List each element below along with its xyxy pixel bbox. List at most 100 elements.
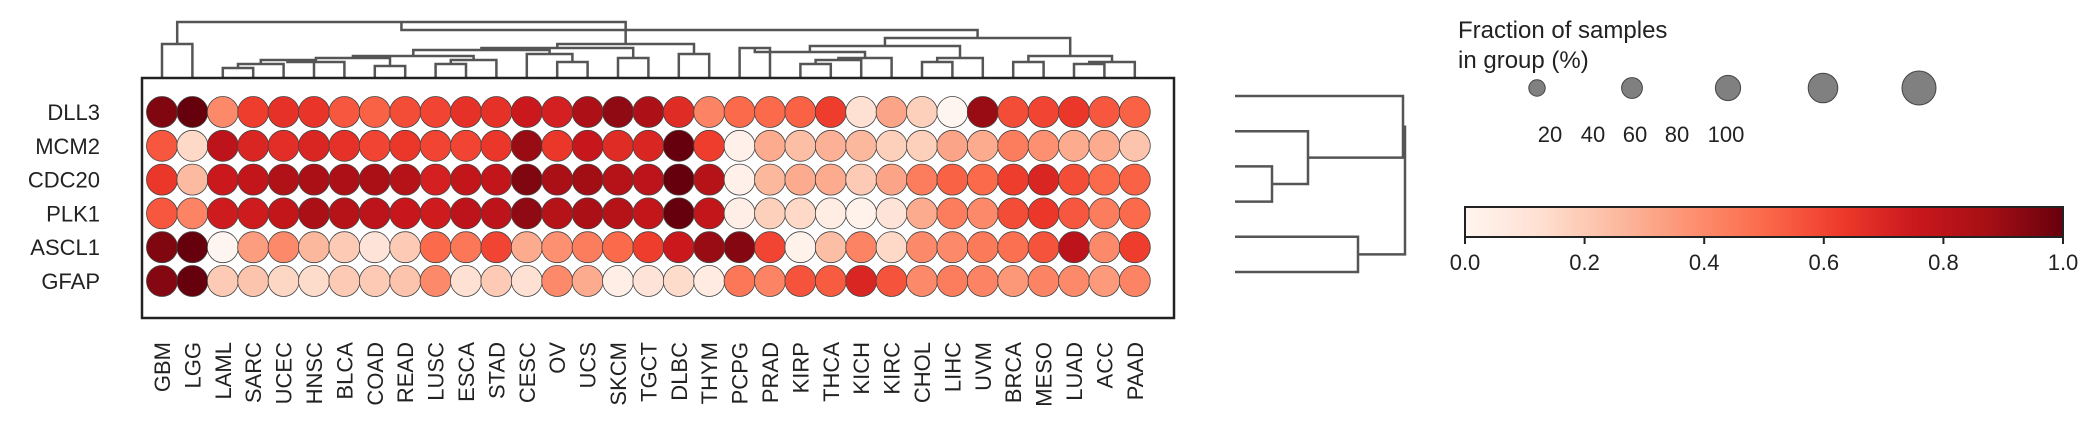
dot-gfap-ucs bbox=[571, 265, 604, 297]
dot-gfap-kich bbox=[845, 265, 878, 297]
dot-mcm2-stad bbox=[480, 129, 513, 162]
dot-mcm2-read bbox=[389, 129, 422, 162]
cancer-label-ucec: UCEC bbox=[272, 342, 297, 404]
dot-cdc20-lgg bbox=[176, 163, 209, 196]
dot-ascl1-kich bbox=[845, 231, 878, 264]
dot-plk1-tgct bbox=[632, 197, 665, 230]
dot-dll3-laml bbox=[206, 96, 239, 128]
cancer-label-laml: LAML bbox=[211, 342, 236, 399]
size-legend-dot-40 bbox=[1621, 77, 1643, 99]
dot-dll3-prad bbox=[754, 96, 786, 128]
dot-mcm2-chol bbox=[906, 129, 938, 162]
dot-dll3-gbm bbox=[146, 96, 178, 128]
colorbar-gradient bbox=[1464, 206, 2064, 238]
dot-dll3-esca bbox=[450, 96, 482, 128]
dot-ascl1-paad bbox=[1118, 231, 1151, 264]
dot-plk1-thca bbox=[814, 197, 847, 230]
gene-label-gfap: GFAP bbox=[41, 269, 100, 294]
dot-gfap-paad bbox=[1118, 265, 1151, 297]
cancer-type-labels: GBM LGG LAML SARC UCEC HNSC BLCA COAD READ LUSC ES… bbox=[150, 342, 1148, 407]
size-legend-dot-80 bbox=[1807, 72, 1839, 104]
dot-gfap-cesc bbox=[510, 265, 543, 297]
gene-label-dll3: DLL3 bbox=[47, 100, 100, 125]
dot-dll3-luad bbox=[1058, 96, 1090, 128]
column-dendrogram-link bbox=[677, 52, 711, 78]
dot-dll3-uvm bbox=[966, 96, 999, 128]
cancer-label-meso: MESO bbox=[1032, 342, 1057, 407]
dot-plk1-gbm bbox=[146, 197, 178, 230]
column-dendrogram-link bbox=[449, 58, 498, 78]
dot-gfap-acc bbox=[1088, 265, 1121, 297]
dot-cdc20-thca bbox=[814, 163, 847, 196]
dot-gfap-dlbc bbox=[662, 265, 695, 297]
dot-dll3-ucs bbox=[571, 96, 604, 128]
dot-mcm2-prad bbox=[754, 129, 786, 162]
dot-plk1-skcm bbox=[602, 197, 634, 230]
dot-gfap-coad bbox=[358, 265, 391, 297]
dot-ascl1-chol bbox=[906, 231, 938, 264]
dot-dll3-thym bbox=[693, 96, 726, 128]
dot-ascl1-dlbc bbox=[662, 231, 695, 264]
dot-gfap-brca bbox=[997, 265, 1030, 297]
dot-plk1-esca bbox=[450, 197, 482, 230]
dot-gfap-sarc bbox=[237, 265, 270, 297]
cancer-label-kirc: KIRC bbox=[880, 342, 905, 395]
column-dendrogram-link bbox=[286, 60, 346, 78]
dot-dll3-read bbox=[389, 96, 422, 128]
size-legend-label-20: 20 bbox=[1538, 122, 1562, 147]
cancer-label-uvm: UVM bbox=[971, 342, 996, 391]
dot-plk1-kirc bbox=[875, 197, 908, 230]
cancer-label-lihc: LIHC bbox=[940, 342, 965, 392]
dot-gfap-blca bbox=[328, 265, 361, 297]
column-dendrogram-link bbox=[920, 60, 954, 78]
dot-ascl1-thca bbox=[814, 231, 847, 264]
dot-gfap-meso bbox=[1027, 265, 1060, 297]
cancer-label-hnsc: HNSC bbox=[302, 342, 327, 404]
dot-ascl1-skcm bbox=[602, 231, 634, 264]
cancer-label-lgg: LGG bbox=[180, 342, 205, 388]
size-legend-label-100: 100 bbox=[1708, 122, 1745, 147]
dot-cdc20-dlbc bbox=[662, 163, 695, 196]
size-legend-label-80: 80 bbox=[1665, 122, 1689, 147]
dot-cdc20-esca bbox=[450, 163, 482, 196]
dot-plk1-luad bbox=[1058, 197, 1090, 230]
dot-dll3-lihc bbox=[936, 96, 969, 128]
dot-plk1-uvm bbox=[966, 197, 999, 230]
dot-plk1-lihc bbox=[936, 197, 969, 230]
cancer-label-dlbc: DLBC bbox=[667, 342, 692, 401]
dot-gfap-ov bbox=[541, 265, 574, 297]
colorbar-tick-label-0.0: 0.0 bbox=[1450, 250, 1481, 275]
dot-ascl1-kirp bbox=[784, 231, 817, 264]
dot-ascl1-pcpg bbox=[723, 231, 756, 264]
dot-gfap-kirp bbox=[784, 265, 817, 297]
column-dendrogram-link bbox=[814, 58, 863, 78]
dot-cdc20-uvm bbox=[966, 163, 999, 196]
dot-dll3-kich bbox=[845, 96, 878, 128]
column-dendrogram-link bbox=[434, 62, 468, 78]
column-dendrogram-link bbox=[400, 22, 979, 38]
dot-plk1-coad bbox=[358, 197, 391, 230]
dot-cdc20-tgct bbox=[632, 163, 665, 196]
dot-mcm2-laml bbox=[206, 129, 239, 162]
dot-ascl1-ucs bbox=[571, 231, 604, 264]
dot-gfap-kirc bbox=[875, 265, 908, 297]
dot-dll3-skcm bbox=[602, 96, 634, 128]
dot-mcm2-meso bbox=[1027, 129, 1060, 162]
dot-gfap-pcpg bbox=[723, 265, 756, 297]
dot-dll3-stad bbox=[480, 96, 513, 128]
dot-cdc20-acc bbox=[1088, 163, 1121, 196]
dot-dll3-meso bbox=[1027, 96, 1060, 128]
dot-cdc20-ucec bbox=[267, 163, 300, 196]
column-dendrogram-link bbox=[160, 42, 194, 78]
dot-plk1-hnsc bbox=[298, 197, 330, 230]
dot-plk1-chol bbox=[906, 197, 938, 230]
dot-gfap-esca bbox=[450, 265, 482, 297]
dot-mcm2-brca bbox=[997, 129, 1030, 162]
cancer-label-gbm: GBM bbox=[150, 342, 175, 392]
dot-cdc20-lihc bbox=[936, 163, 969, 196]
dot-ascl1-ucec bbox=[267, 231, 300, 264]
cancer-label-thym: THYM bbox=[697, 342, 722, 404]
cancer-label-blca: BLCA bbox=[332, 342, 357, 400]
column-dendrogram-link bbox=[373, 64, 407, 78]
